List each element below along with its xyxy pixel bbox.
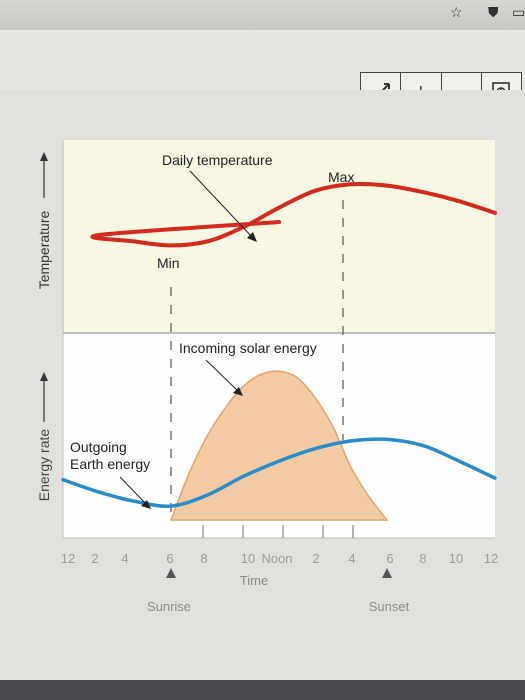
x-tick-marks: [202, 525, 354, 538]
incoming-solar-energy-label: Incoming solar energy: [179, 340, 317, 356]
x-tick-label: 4: [121, 551, 128, 566]
shield-icon[interactable]: ⛊: [488, 4, 499, 20]
min-label: Min: [157, 255, 180, 271]
x-tick-label: 6: [386, 551, 393, 566]
x-tick-labels: 12 2 4 6 8 10 Noon 2 4 6 8 10 12: [61, 551, 498, 566]
x-tick-label: 8: [419, 551, 426, 566]
incoming-solar-pointer: [205, 359, 240, 393]
outgoing-earth-energy-line: [61, 437, 497, 509]
outgoing-earth-energy-label-line2: Earth energy: [70, 456, 150, 472]
x-tick-label: 12: [484, 551, 498, 566]
x-tick-label: 4: [348, 551, 355, 566]
daily-temperature-pointer-head: [247, 232, 257, 242]
tab-icon[interactable]: ▭: [512, 4, 525, 20]
daily-temperature-pointer: [189, 170, 254, 239]
y-label-temperature: Temperature: [36, 210, 52, 289]
sunrise-label: Sunrise: [147, 599, 191, 614]
x-tick-label: 2: [91, 551, 98, 566]
y-label-energy: Energy rate: [36, 429, 52, 502]
x-axis-title: Time: [240, 573, 268, 588]
sunset-label: Sunset: [369, 599, 410, 614]
energy-arrow-head: [40, 372, 48, 381]
x-tick-label: 12: [61, 551, 75, 566]
outgoing-earth-energy-label-line1: Outgoing: [70, 439, 127, 455]
x-tick-label: 10: [241, 551, 255, 566]
sunrise-marker-arrow: [166, 568, 176, 578]
daily-temperature-line: [90, 181, 497, 248]
daily-temperature-label: Daily temperature: [162, 152, 273, 168]
x-tick-label: Noon: [261, 551, 292, 566]
outgoing-earth-pointer-head: [141, 500, 151, 509]
temperature-panel-bg: [63, 140, 495, 333]
screen-bottom-bezel: [0, 680, 525, 700]
incoming-solar-energy-area: [169, 370, 389, 521]
sunset-marker-arrow: [382, 568, 392, 578]
star-icon[interactable]: ☆: [450, 4, 463, 20]
x-tick-label: 6: [166, 551, 173, 566]
x-tick-label: 8: [200, 551, 207, 566]
outgoing-earth-pointer: [119, 476, 148, 506]
x-tick-label: 2: [312, 551, 319, 566]
max-label: Max: [328, 169, 354, 185]
browser-top-bar: ☆ ⛊ ▭: [0, 0, 525, 30]
x-tick-label: 10: [449, 551, 463, 566]
incoming-solar-pointer-head: [233, 387, 243, 396]
temperature-arrow-head: [40, 152, 48, 161]
